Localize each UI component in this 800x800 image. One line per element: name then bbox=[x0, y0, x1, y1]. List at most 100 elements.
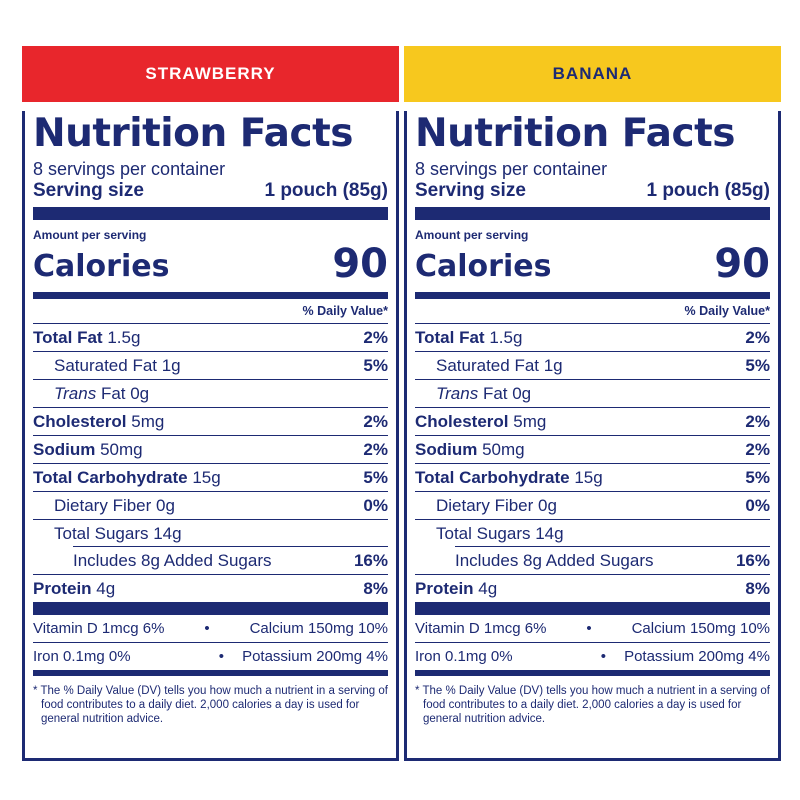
protein-amount: 4g bbox=[478, 578, 498, 598]
protein-amount: 4g bbox=[96, 578, 116, 598]
saturated-fat-label: Saturated Fat 1g bbox=[54, 355, 181, 375]
calories-row: Calories 90 bbox=[33, 242, 388, 286]
total-carb-label: Total Carbohydrate bbox=[415, 467, 570, 487]
total-sugars-row: Total Sugars 14g bbox=[415, 520, 770, 547]
nutrition-facts-title: Nutrition Facts bbox=[415, 111, 735, 156]
bullet: • bbox=[586, 620, 592, 637]
flavor-banner: STRAWBERRY bbox=[22, 46, 399, 102]
cholesterol-amount: 5mg bbox=[131, 411, 165, 431]
protein-dv: 8% bbox=[363, 578, 388, 598]
total-fat-dv: 2% bbox=[363, 327, 388, 347]
cholesterol-label: Cholesterol bbox=[33, 411, 127, 431]
saturated-fat-row: Saturated Fat 1g 5% bbox=[33, 352, 388, 380]
flavor-name: STRAWBERRY bbox=[145, 64, 276, 83]
vitamin-d: Vitamin D 1mcg 6% bbox=[415, 620, 547, 637]
saturated-fat-dv: 5% bbox=[745, 355, 770, 375]
sodium-dv: 2% bbox=[745, 439, 770, 459]
protein-label: Protein bbox=[415, 578, 474, 598]
total-carb-amount: 15g bbox=[574, 467, 603, 487]
amount-per-serving: Amount per serving bbox=[415, 228, 529, 242]
potassium: Potassium 200mg 4% bbox=[624, 648, 770, 665]
trans-fat-label: Fat 0g bbox=[482, 383, 532, 403]
saturated-fat-row: Saturated Fat 1g 5% bbox=[415, 352, 770, 380]
protein-row: Protein 4g 8% bbox=[415, 575, 770, 602]
medium-divider bbox=[415, 292, 770, 299]
flavor-name: BANANA bbox=[552, 64, 633, 83]
bullet: • bbox=[218, 648, 224, 665]
flavor-banner: BANANA bbox=[404, 46, 781, 102]
serving-size-value: 1 pouch (85g) bbox=[646, 180, 770, 201]
amount-per-serving: Amount per serving bbox=[33, 228, 147, 242]
nutrition-label: Nutrition Facts 8 servings per container… bbox=[22, 111, 399, 761]
daily-value-footnote: * The % Daily Value (DV) tells you how m… bbox=[415, 685, 770, 725]
sugars-divider bbox=[455, 546, 770, 547]
added-sugars-row: Includes 8g Added Sugars 16% bbox=[415, 547, 770, 575]
sodium-label: Sodium bbox=[415, 439, 478, 459]
calories-row: Calories 90 bbox=[415, 242, 770, 286]
serving-size-row: Serving size 1 pouch (85g) bbox=[415, 179, 770, 203]
total-fat-label: Total Fat bbox=[33, 327, 103, 347]
cholesterol-row: Cholesterol 5mg 2% bbox=[33, 408, 388, 436]
cholesterol-row: Cholesterol 5mg 2% bbox=[415, 408, 770, 436]
total-carb-dv: 5% bbox=[363, 467, 388, 487]
calories-value: 90 bbox=[332, 241, 388, 287]
daily-value-header: % Daily Value* bbox=[33, 299, 388, 324]
calcium: Calcium 150mg 10% bbox=[249, 620, 388, 637]
nutrition-panel-banana: BANANA Nutrition Facts 8 servings per co… bbox=[404, 46, 781, 761]
bullet: • bbox=[600, 648, 606, 665]
vitamin-row: Vitamin D 1mcg 6% • Calcium 150mg 10% bbox=[415, 615, 770, 643]
nutrition-label: Nutrition Facts 8 servings per container… bbox=[404, 111, 781, 761]
total-carb-dv: 5% bbox=[745, 467, 770, 487]
daily-value-header: % Daily Value* bbox=[415, 299, 770, 324]
saturated-fat-dv: 5% bbox=[363, 355, 388, 375]
sodium-label: Sodium bbox=[33, 439, 96, 459]
calcium: Calcium 150mg 10% bbox=[631, 620, 770, 637]
cholesterol-dv: 2% bbox=[363, 411, 388, 431]
cholesterol-amount: 5mg bbox=[513, 411, 547, 431]
trans-fat-label: Fat 0g bbox=[100, 383, 150, 403]
thick-divider bbox=[415, 207, 770, 220]
total-fat-dv: 2% bbox=[745, 327, 770, 347]
cholesterol-label: Cholesterol bbox=[415, 411, 509, 431]
total-sugars-row: Total Sugars 14g bbox=[33, 520, 388, 547]
added-sugars-dv: 16% bbox=[353, 550, 388, 570]
total-carb-label: Total Carbohydrate bbox=[33, 467, 188, 487]
footnote-divider bbox=[33, 670, 388, 676]
bullet: • bbox=[204, 620, 210, 637]
total-fat-amount: 1.5g bbox=[489, 327, 523, 347]
thick-divider bbox=[33, 602, 388, 615]
total-sugars-label: Total Sugars 14g bbox=[436, 523, 564, 543]
serving-size-value: 1 pouch (85g) bbox=[264, 180, 388, 201]
dietary-fiber-dv: 0% bbox=[363, 495, 388, 515]
footnote-divider bbox=[415, 670, 770, 676]
serving-size-label: Serving size bbox=[33, 180, 144, 201]
calories-label: Calories bbox=[33, 249, 170, 284]
sodium-dv: 2% bbox=[363, 439, 388, 459]
total-fat-label: Total Fat bbox=[415, 327, 485, 347]
calories-label: Calories bbox=[415, 249, 552, 284]
added-sugars-row: Includes 8g Added Sugars 16% bbox=[33, 547, 388, 575]
total-carb-amount: 15g bbox=[192, 467, 221, 487]
trans-fat-italic: Trans bbox=[54, 383, 97, 403]
total-fat-row: Total Fat 1.5g 2% bbox=[33, 324, 388, 352]
mineral-row: Iron 0.1mg 0% • Potassium 200mg 4% bbox=[415, 643, 770, 670]
added-sugars-dv: 16% bbox=[735, 550, 770, 570]
daily-value-footnote: * The % Daily Value (DV) tells you how m… bbox=[33, 685, 388, 725]
dietary-fiber-label: Dietary Fiber 0g bbox=[54, 495, 175, 515]
added-sugars-label: Includes 8g Added Sugars bbox=[73, 550, 272, 570]
servings-per-container: 8 servings per container bbox=[415, 159, 608, 179]
medium-divider bbox=[33, 292, 388, 299]
iron: Iron 0.1mg 0% bbox=[415, 648, 513, 665]
thick-divider bbox=[33, 207, 388, 220]
added-sugars-label: Includes 8g Added Sugars bbox=[455, 550, 654, 570]
nutrition-facts-title: Nutrition Facts bbox=[33, 111, 353, 156]
servings-per-container: 8 servings per container bbox=[33, 159, 226, 179]
calories-value: 90 bbox=[714, 241, 770, 287]
protein-dv: 8% bbox=[745, 578, 770, 598]
dietary-fiber-row: Dietary Fiber 0g 0% bbox=[33, 492, 388, 520]
thick-divider bbox=[415, 602, 770, 615]
dietary-fiber-row: Dietary Fiber 0g 0% bbox=[415, 492, 770, 520]
saturated-fat-label: Saturated Fat 1g bbox=[436, 355, 563, 375]
serving-size-label: Serving size bbox=[415, 180, 526, 201]
sodium-amount: 50mg bbox=[482, 439, 525, 459]
